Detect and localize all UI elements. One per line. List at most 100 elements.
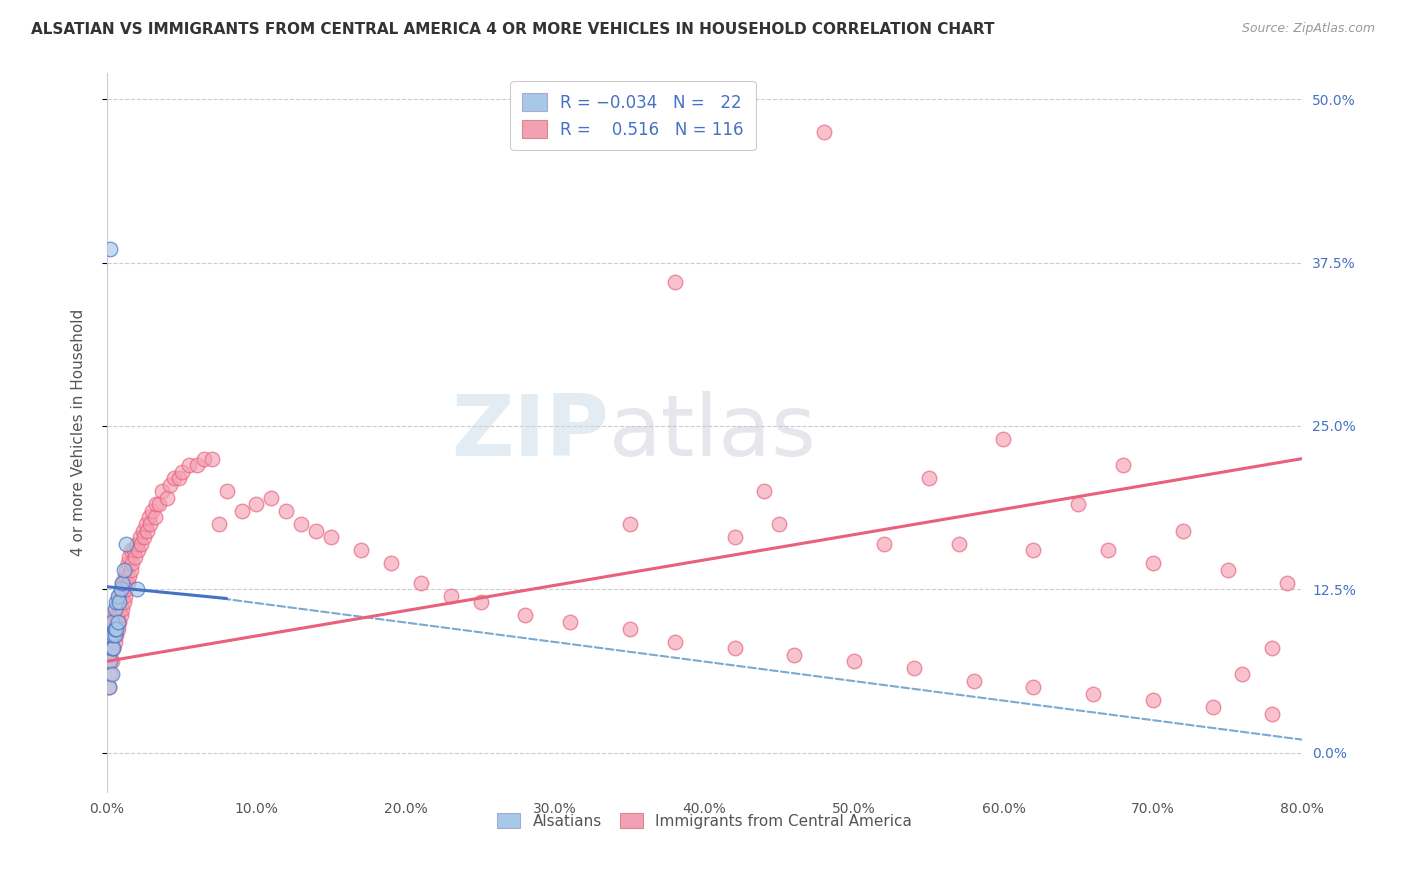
Point [1261,641,1284,656]
Point [1081,687,1104,701]
Point [948,536,970,550]
Point [1067,497,1090,511]
Point [103,622,125,636]
Point [97,681,120,695]
Point [98,628,121,642]
Point [768,516,790,531]
Point [108,595,131,609]
Point [1142,693,1164,707]
Point [98,243,121,257]
Point [1097,543,1119,558]
Point [201,451,224,466]
Point [103,622,125,636]
Point [1022,681,1045,695]
Point [723,530,745,544]
Text: Source: ZipAtlas.com: Source: ZipAtlas.com [1241,22,1375,36]
Point [305,524,328,538]
Point [186,458,208,472]
Point [231,504,253,518]
Point [108,589,131,603]
Text: ALSATIAN VS IMMIGRANTS FROM CENTRAL AMERICA 4 OR MORE VEHICLES IN HOUSEHOLD CORR: ALSATIAN VS IMMIGRANTS FROM CENTRAL AMER… [31,22,994,37]
Point [120,543,142,558]
Point [1277,575,1299,590]
Point [115,536,138,550]
Point [125,536,148,550]
Point [114,569,136,583]
Point [112,595,135,609]
Point [1201,700,1223,714]
Point [276,504,298,518]
Point [105,622,128,636]
Point [163,471,186,485]
Point [139,516,162,531]
Point [1261,706,1284,721]
Point [136,524,159,538]
Point [111,589,134,603]
Point [783,648,806,662]
Point [918,471,941,485]
Point [148,497,170,511]
Point [111,575,134,590]
Point [1112,458,1135,472]
Point [121,556,143,570]
Point [103,602,125,616]
Point [124,549,146,564]
Point [167,471,190,485]
Point [470,595,492,609]
Point [100,654,122,668]
Point [117,556,139,570]
Point [560,615,582,629]
Point [107,608,129,623]
Point [290,516,312,531]
Point [664,634,686,648]
Point [1142,556,1164,570]
Point [107,595,129,609]
Y-axis label: 4 or more Vehicles in Household: 4 or more Vehicles in Household [72,309,86,556]
Point [115,563,138,577]
Point [103,634,125,648]
Point [132,524,155,538]
Point [100,641,122,656]
Point [321,530,343,544]
Point [115,582,138,597]
Point [105,615,128,629]
Point [107,615,129,629]
Point [131,536,153,550]
Point [156,491,179,505]
Point [98,667,121,681]
Point [664,275,686,289]
Point [101,641,124,656]
Point [350,543,373,558]
Point [118,549,141,564]
Point [100,628,122,642]
Point [107,589,129,603]
Point [107,622,129,636]
Point [1216,563,1239,577]
Point [125,582,148,597]
Point [179,458,201,472]
Point [159,477,181,491]
Point [260,491,283,505]
Point [962,673,984,688]
Point [134,530,156,544]
Point [101,628,124,642]
Point [440,589,463,603]
Point [100,641,122,656]
Point [111,602,134,616]
Point [127,543,149,558]
Point [380,556,402,570]
Point [170,465,193,479]
Text: ZIP: ZIP [451,391,609,474]
Point [108,602,131,616]
Point [120,563,142,577]
Point [114,589,136,603]
Point [97,681,120,695]
Point [129,530,152,544]
Point [101,641,124,656]
Legend: Alsatians, Immigrants from Central America: Alsatians, Immigrants from Central Ameri… [491,806,918,835]
Point [108,615,131,629]
Point [245,497,267,511]
Point [100,667,122,681]
Point [138,510,160,524]
Point [112,563,135,577]
